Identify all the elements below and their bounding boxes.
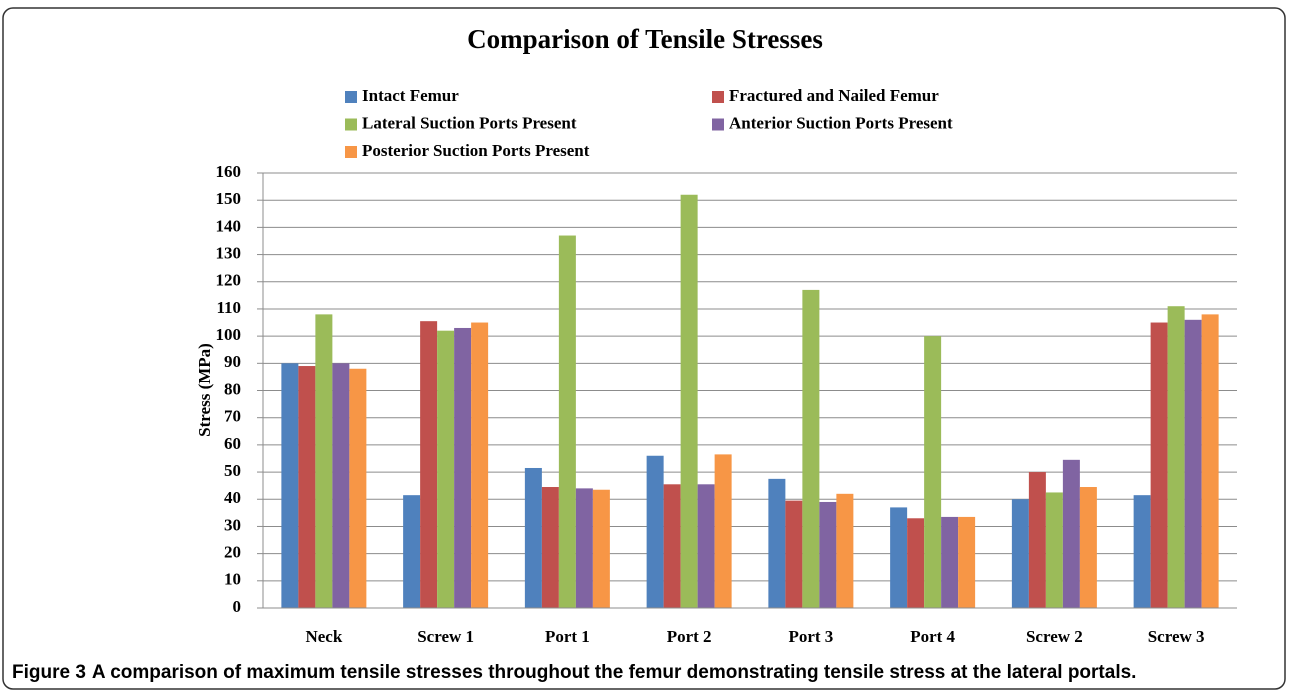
bar [1045, 492, 1063, 608]
bar [592, 489, 610, 608]
y-tick-label: 80 [224, 379, 241, 398]
bar [315, 314, 333, 608]
caption: Figure 3 A comparison of maximum tensile … [12, 662, 1136, 683]
bar [1167, 306, 1185, 608]
bar [1150, 322, 1168, 608]
y-tick-label: 150 [216, 189, 242, 208]
y-tick-label: 130 [216, 243, 242, 262]
y-tick-label: 10 [224, 570, 241, 589]
y-tick-label: 40 [224, 488, 241, 507]
legend-swatch [345, 118, 357, 131]
y-tick-label: 110 [216, 298, 241, 317]
bar [420, 321, 438, 608]
x-tick-label: Screw 1 [417, 627, 474, 646]
bar [524, 467, 542, 608]
legend-label: Intact Femur [362, 86, 459, 105]
y-axis-title: Stress (MPa) [195, 343, 214, 437]
y-tick-label: 70 [224, 407, 241, 426]
bar [332, 363, 350, 608]
bar [403, 495, 421, 608]
bar [907, 518, 925, 608]
x-tick-label: Port 3 [788, 627, 833, 646]
bar [941, 516, 959, 608]
x-tick-label: Port 1 [545, 627, 590, 646]
bar [1079, 487, 1097, 608]
bar [437, 330, 455, 608]
y-tick-label: 30 [224, 515, 241, 534]
bar [298, 366, 316, 608]
y-tick-label: 100 [216, 325, 242, 344]
y-tick-label: 140 [216, 216, 242, 235]
x-tick-label: Screw 3 [1148, 627, 1205, 646]
chart-title: Comparison of Tensile Stresses [467, 24, 823, 54]
bar [1201, 314, 1219, 608]
bar [680, 194, 698, 608]
bar [471, 322, 489, 608]
caption-text: A comparison of maximum tensile stresses… [92, 662, 1137, 683]
legend-swatch [345, 91, 357, 103]
bar [714, 454, 732, 608]
bar [785, 500, 803, 608]
bar [575, 488, 593, 608]
legend-swatch [712, 118, 724, 131]
bar [646, 455, 664, 608]
x-tick-label: Port 2 [667, 627, 712, 646]
bar [1062, 459, 1080, 608]
y-tick-label: 50 [224, 461, 241, 480]
caption-label: Figure 3 [12, 662, 86, 683]
bar [663, 484, 681, 608]
bar [1133, 495, 1151, 608]
bar [819, 501, 837, 608]
legend-swatch [712, 91, 724, 103]
bar [1184, 319, 1202, 608]
bar [802, 289, 820, 608]
bar [349, 368, 367, 608]
bar [890, 507, 908, 608]
legend-swatch [345, 146, 357, 158]
y-tick-label: 20 [224, 543, 241, 562]
x-tick-label: Screw 2 [1026, 627, 1083, 646]
y-tick-label: 90 [224, 352, 241, 371]
legend-label: Anterior Suction Ports Present [729, 113, 953, 132]
bar [697, 484, 715, 608]
y-tick-label: 120 [216, 271, 242, 290]
bar [281, 363, 299, 608]
bar [924, 336, 942, 608]
bar [768, 478, 786, 608]
y-tick-label: 60 [224, 434, 241, 453]
legend-label: Posterior Suction Ports Present [362, 141, 590, 160]
legend-label: Lateral Suction Ports Present [362, 113, 577, 132]
y-tick-label: 160 [216, 162, 242, 181]
bar [836, 493, 854, 608]
bar [541, 487, 559, 608]
bar [958, 516, 976, 608]
bar [1028, 472, 1046, 608]
x-tick-label: Neck [305, 627, 342, 646]
figure-border [2, 7, 1286, 690]
bar [558, 235, 576, 608]
y-tick-label: 0 [233, 597, 242, 616]
bar [454, 327, 472, 608]
x-tick-label: Port 4 [910, 627, 955, 646]
bar [1011, 499, 1029, 608]
legend-label: Fractured and Nailed Femur [729, 86, 939, 105]
